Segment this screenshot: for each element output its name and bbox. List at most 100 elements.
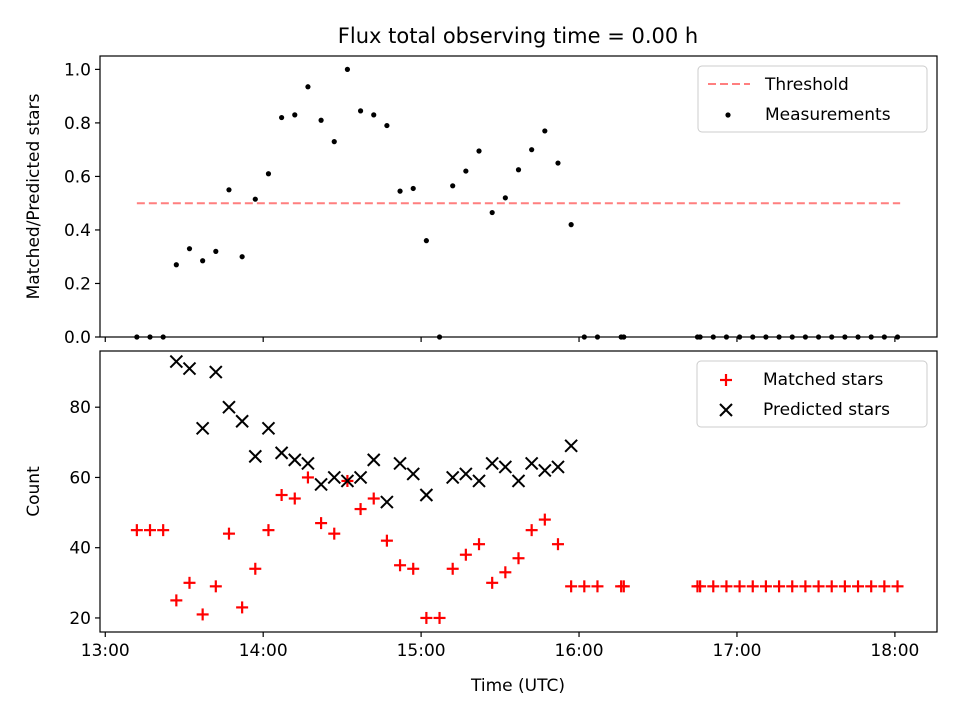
- predicted-star-point: [498, 460, 513, 474]
- x-tick-label: 17:00: [712, 641, 761, 661]
- predicted-star-point: [195, 421, 210, 435]
- matched-star-point: [538, 513, 551, 526]
- measurement-point: [423, 238, 429, 244]
- ratio-legend: Threshold Measurements: [697, 65, 928, 133]
- predicted-star-point: [472, 474, 486, 488]
- matched-star-point: [617, 580, 630, 593]
- ratio-legend-box: [697, 65, 928, 133]
- y-tick-label: 0.8: [64, 114, 91, 134]
- x-tick-label: 18:00: [870, 641, 919, 661]
- measurement-point: [305, 84, 311, 90]
- matched-star-point: [275, 489, 288, 502]
- matched-star-point: [825, 580, 838, 593]
- measurement-point: [331, 139, 337, 145]
- x-tick-label: 13:00: [81, 641, 130, 661]
- measurement-point: [555, 160, 561, 166]
- ratio-y-ticks: 0.0 0.2 0.4 0.6 0.8 1.0: [64, 60, 100, 348]
- predicted-star-point: [380, 495, 394, 509]
- matched-star-point: [130, 524, 143, 537]
- predicted-star-point: [169, 354, 184, 369]
- ratio-y-axis-label: Matched/Predicted stars: [24, 93, 44, 299]
- matched-star-point: [209, 580, 222, 593]
- legend-matched-swatch: [720, 374, 732, 386]
- predicted-star-point: [564, 439, 578, 453]
- measurement-point: [213, 248, 219, 254]
- matched-star-point: [773, 580, 786, 593]
- matched-star-point: [865, 580, 878, 593]
- predicted-star-point: [367, 453, 381, 467]
- count-y-axis-label: Count: [24, 466, 44, 517]
- y-tick-label: 60: [69, 468, 91, 488]
- measurement-point: [476, 148, 482, 154]
- y-tick-label: 0.2: [64, 274, 91, 294]
- measurement-point: [450, 183, 456, 189]
- measurement-point: [173, 262, 179, 268]
- measurement-point: [529, 147, 535, 153]
- legend-threshold-label: Threshold: [764, 75, 849, 95]
- x-tick-label: 16:00: [555, 641, 604, 661]
- matched-star-point: [262, 524, 275, 537]
- predicted-star-point: [314, 477, 328, 492]
- count-series: [130, 354, 904, 624]
- predicted-star-point: [551, 460, 565, 474]
- matched-star-point: [707, 580, 720, 593]
- measurement-point: [357, 108, 364, 114]
- x-tick-label: 14:00: [239, 641, 288, 661]
- matched-star-point: [157, 524, 170, 537]
- measurement-point: [502, 195, 508, 201]
- matched-star-point: [367, 492, 380, 505]
- measurement-point: [384, 122, 390, 129]
- y-tick-label: 1.0: [64, 60, 91, 80]
- matched-star-point: [551, 538, 564, 551]
- predicted-star-point: [327, 470, 341, 485]
- matched-star-point: [301, 471, 314, 484]
- matched-star-point: [852, 580, 865, 593]
- measurement-point: [344, 66, 351, 72]
- matched-star-point: [196, 608, 209, 621]
- matched-star-point: [878, 580, 891, 593]
- predicted-star-point: [445, 470, 460, 485]
- matched-star-point: [328, 527, 341, 540]
- figure-title: Flux total observing time = 0.00 h: [338, 24, 698, 48]
- measurement-point: [318, 117, 324, 123]
- measurement-point: [542, 128, 548, 134]
- matched-star-point: [720, 580, 733, 593]
- y-tick-label: 80: [69, 398, 91, 418]
- count-x-ticks: 13:00 14:00 15:00 16:00 17:00 18:00: [81, 632, 919, 661]
- legend-measurements-label: Measurements: [765, 105, 891, 125]
- legend-predicted-label: Predicted stars: [763, 400, 890, 420]
- x-axis-label: Time (UTC): [470, 676, 565, 696]
- count-y-ticks: 20 40 60 80: [69, 398, 100, 629]
- predicted-star-point: [248, 449, 262, 464]
- predicted-star-point: [222, 400, 236, 414]
- predicted-star-point: [393, 456, 407, 471]
- predicted-star-point: [511, 474, 526, 488]
- matched-star-point: [786, 580, 799, 593]
- predicted-star-point: [524, 456, 539, 471]
- matched-star-point: [249, 562, 262, 575]
- matched-star-point: [394, 559, 407, 572]
- matched-star-point: [288, 492, 301, 505]
- matched-star-point: [144, 524, 157, 537]
- measurement-point: [371, 112, 377, 118]
- ratio-plot-frame: [99, 55, 938, 338]
- matched-star-point: [838, 580, 851, 593]
- predicted-star-point: [182, 361, 197, 376]
- predicted-star-point: [538, 463, 552, 478]
- predicted-star-point: [485, 456, 499, 471]
- predicted-star-point: [301, 456, 315, 471]
- matched-star-point: [315, 517, 328, 530]
- measurement-point: [252, 196, 258, 202]
- count-plot-frame: [99, 350, 938, 633]
- matched-star-point: [512, 552, 525, 565]
- y-tick-label: 40: [69, 539, 91, 559]
- matched-star-point: [222, 527, 235, 540]
- matched-star-point: [759, 580, 772, 593]
- matched-star-point: [446, 562, 459, 575]
- x-tick-label: 15:00: [397, 641, 446, 661]
- matched-star-point: [891, 580, 904, 593]
- count-legend: Matched stars Predicted stars: [696, 360, 928, 428]
- predicted-star-point: [353, 470, 368, 485]
- matched-star-point: [407, 562, 420, 575]
